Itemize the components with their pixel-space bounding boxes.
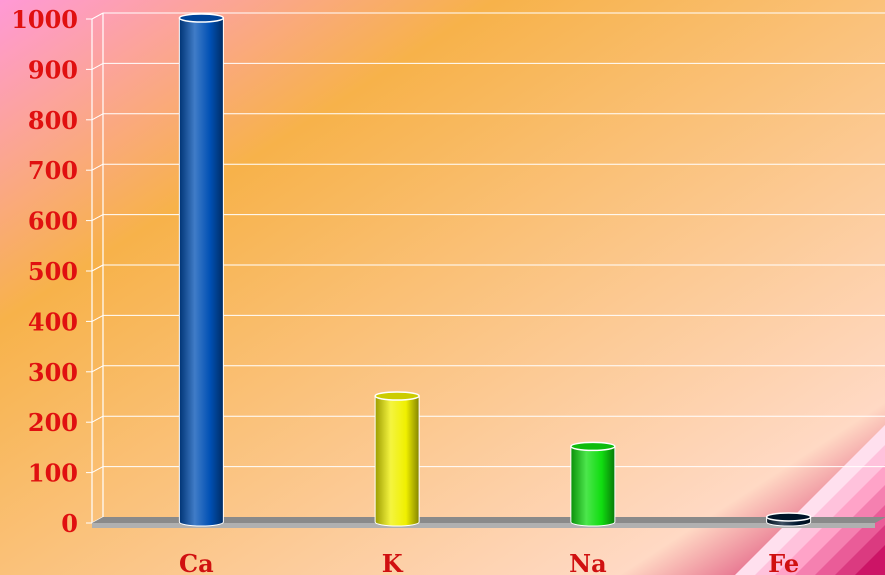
x-tick-label-k: K	[382, 549, 404, 575]
y-tick-label: 500	[28, 257, 78, 286]
x-tick-label-fe: Fe	[768, 549, 799, 575]
y-tick-label: 700	[28, 156, 78, 185]
x-axis-tick-labels: Ca K Na Fe	[179, 549, 799, 575]
gridlines	[86, 12, 885, 524]
bars	[178, 13, 812, 527]
y-tick-label: 100	[28, 459, 78, 488]
y-axis-tick-labels: 0 100 200 300 400 500 600 700 800 900 1000	[11, 5, 78, 538]
y-tick-label: 600	[28, 207, 78, 236]
bar-fe	[765, 512, 812, 527]
bar-na	[570, 441, 616, 527]
x-tick-label-na: Na	[569, 549, 607, 575]
chart-floor	[92, 517, 885, 528]
x-tick-label-ca: Ca	[179, 549, 214, 575]
corner-stripes	[735, 425, 885, 575]
bar-ca	[178, 13, 225, 527]
y-tick-label: 900	[28, 55, 78, 84]
y-tick-label: 400	[28, 307, 78, 336]
y-tick-label: 0	[61, 509, 78, 538]
y-tick-label: 300	[28, 358, 78, 387]
bar-k	[374, 391, 420, 527]
y-tick-label: 800	[28, 106, 78, 135]
y-tick-label: 1000	[11, 5, 78, 34]
y-tick-label: 200	[28, 408, 78, 437]
